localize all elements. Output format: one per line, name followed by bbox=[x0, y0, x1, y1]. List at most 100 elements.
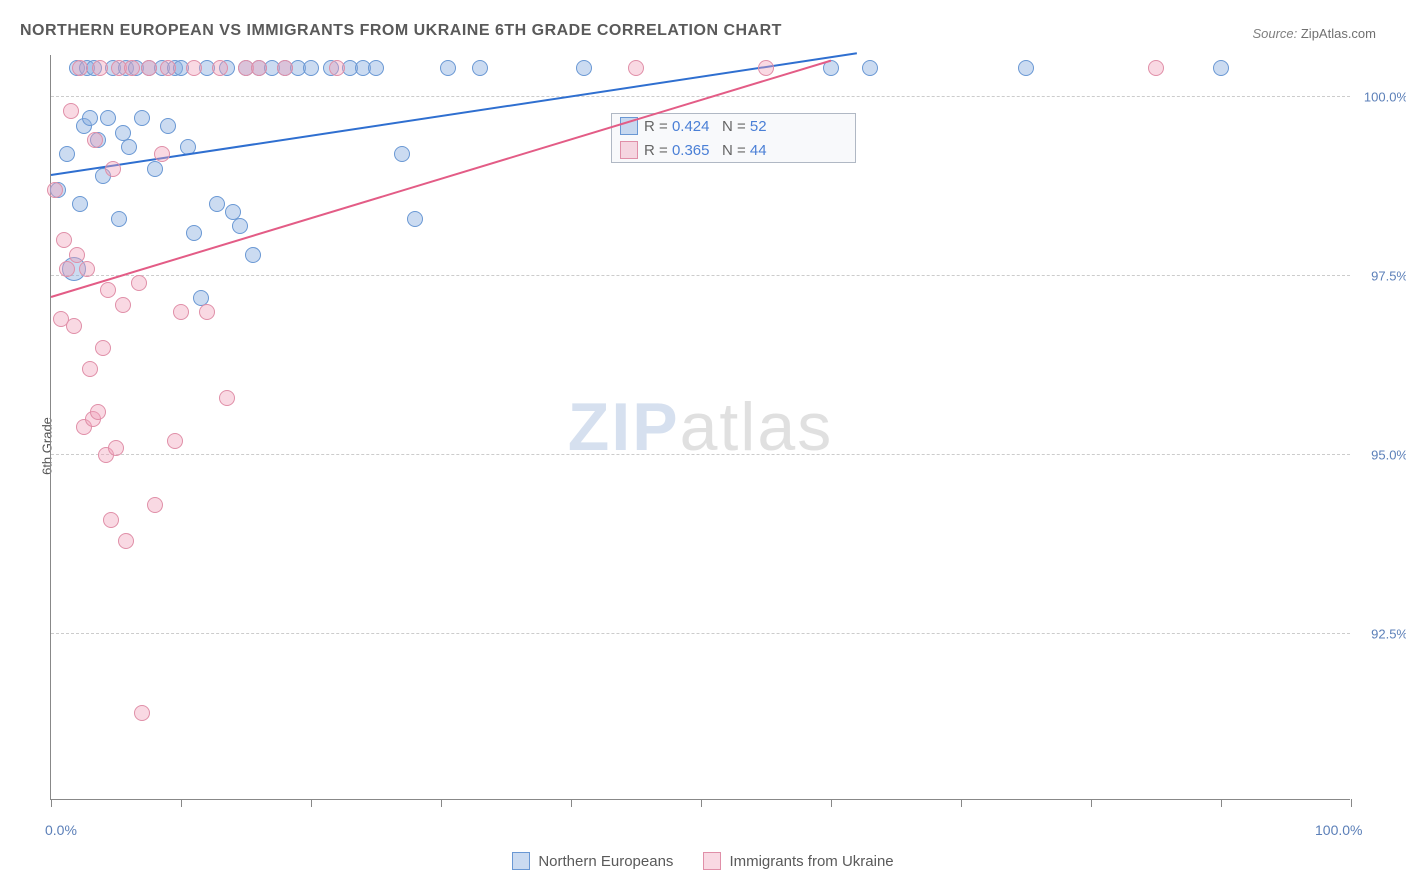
data-point bbox=[134, 705, 150, 721]
data-point bbox=[160, 60, 176, 76]
legend-label: Immigrants from Ukraine bbox=[729, 853, 893, 870]
data-point bbox=[758, 60, 774, 76]
data-point bbox=[90, 404, 106, 420]
legend-label: Northern Europeans bbox=[538, 853, 673, 870]
legend-swatch bbox=[703, 852, 721, 870]
source-label: Source: bbox=[1252, 26, 1300, 41]
data-point bbox=[131, 275, 147, 291]
trend-line bbox=[51, 59, 832, 297]
legend-swatch bbox=[620, 141, 638, 159]
y-tick-label: 95.0% bbox=[1371, 448, 1406, 463]
data-point bbox=[160, 118, 176, 134]
data-point bbox=[108, 440, 124, 456]
x-axis-min-label: 0.0% bbox=[45, 822, 77, 838]
x-tick bbox=[441, 799, 442, 807]
data-point bbox=[66, 318, 82, 334]
data-point bbox=[92, 60, 108, 76]
legend-text: R = 0.424 N = 52 bbox=[644, 118, 767, 135]
data-point bbox=[862, 60, 878, 76]
data-point bbox=[56, 232, 72, 248]
data-point bbox=[186, 225, 202, 241]
data-point bbox=[472, 60, 488, 76]
series-legend: Northern Europeans Immigrants from Ukrain… bbox=[0, 852, 1406, 870]
data-point bbox=[47, 182, 63, 198]
data-point bbox=[440, 60, 456, 76]
x-tick bbox=[311, 799, 312, 807]
data-point bbox=[95, 340, 111, 356]
x-tick bbox=[1091, 799, 1092, 807]
x-tick bbox=[701, 799, 702, 807]
data-point bbox=[82, 110, 98, 126]
data-point bbox=[209, 196, 225, 212]
legend-swatch bbox=[512, 852, 530, 870]
legend-item: Immigrants from Ukraine bbox=[703, 852, 893, 870]
data-point bbox=[407, 211, 423, 227]
data-point bbox=[141, 60, 157, 76]
data-point bbox=[59, 261, 75, 277]
data-point bbox=[134, 110, 150, 126]
data-point bbox=[1018, 60, 1034, 76]
legend-row: R = 0.365 N = 44 bbox=[612, 138, 855, 162]
y-tick-label: 100.0% bbox=[1364, 89, 1406, 104]
y-tick-label: 92.5% bbox=[1371, 627, 1406, 642]
data-point bbox=[576, 60, 592, 76]
plot-area: ZIPatlas R = 0.424 N = 52R = 0.365 N = 4… bbox=[50, 55, 1350, 800]
data-point bbox=[212, 60, 228, 76]
data-point bbox=[1148, 60, 1164, 76]
data-point bbox=[368, 60, 384, 76]
x-tick bbox=[961, 799, 962, 807]
legend-text: R = 0.365 N = 44 bbox=[644, 142, 767, 159]
gridline bbox=[51, 275, 1350, 276]
data-point bbox=[59, 146, 75, 162]
data-point bbox=[115, 297, 131, 313]
data-point bbox=[105, 161, 121, 177]
data-point bbox=[121, 139, 137, 155]
data-point bbox=[118, 533, 134, 549]
legend-item: Northern Europeans bbox=[512, 852, 673, 870]
data-point bbox=[186, 60, 202, 76]
data-point bbox=[124, 60, 140, 76]
data-point bbox=[251, 60, 267, 76]
x-tick bbox=[1351, 799, 1352, 807]
data-point bbox=[111, 211, 127, 227]
data-point bbox=[628, 60, 644, 76]
x-axis-max-label: 100.0% bbox=[1315, 822, 1362, 838]
data-point bbox=[219, 390, 235, 406]
data-point bbox=[72, 60, 88, 76]
x-tick bbox=[571, 799, 572, 807]
data-point bbox=[63, 103, 79, 119]
correlation-legend: R = 0.424 N = 52 R = 0.365 N = 44 bbox=[611, 113, 856, 163]
data-point bbox=[394, 146, 410, 162]
data-point bbox=[72, 196, 88, 212]
data-point bbox=[245, 247, 261, 263]
data-point bbox=[303, 60, 319, 76]
data-point bbox=[329, 60, 345, 76]
data-point bbox=[69, 247, 85, 263]
gridline bbox=[51, 96, 1350, 97]
data-point bbox=[199, 304, 215, 320]
data-point bbox=[232, 218, 248, 234]
data-point bbox=[154, 146, 170, 162]
data-point bbox=[100, 110, 116, 126]
data-point bbox=[87, 132, 103, 148]
source-attribution: Source: ZipAtlas.com bbox=[1252, 26, 1376, 41]
chart-title: NORTHERN EUROPEAN VS IMMIGRANTS FROM UKR… bbox=[20, 22, 782, 40]
source-name: ZipAtlas.com bbox=[1301, 26, 1376, 41]
data-point bbox=[147, 161, 163, 177]
y-tick-label: 97.5% bbox=[1371, 269, 1406, 284]
data-point bbox=[1213, 60, 1229, 76]
gridline bbox=[51, 454, 1350, 455]
x-tick bbox=[1221, 799, 1222, 807]
x-tick bbox=[181, 799, 182, 807]
x-tick bbox=[51, 799, 52, 807]
data-point bbox=[147, 497, 163, 513]
data-point bbox=[173, 304, 189, 320]
data-point bbox=[103, 512, 119, 528]
data-point bbox=[79, 261, 95, 277]
legend-row: R = 0.424 N = 52 bbox=[612, 114, 855, 138]
data-point bbox=[277, 60, 293, 76]
data-point bbox=[82, 361, 98, 377]
data-point bbox=[167, 433, 183, 449]
x-tick bbox=[831, 799, 832, 807]
gridline bbox=[51, 633, 1350, 634]
